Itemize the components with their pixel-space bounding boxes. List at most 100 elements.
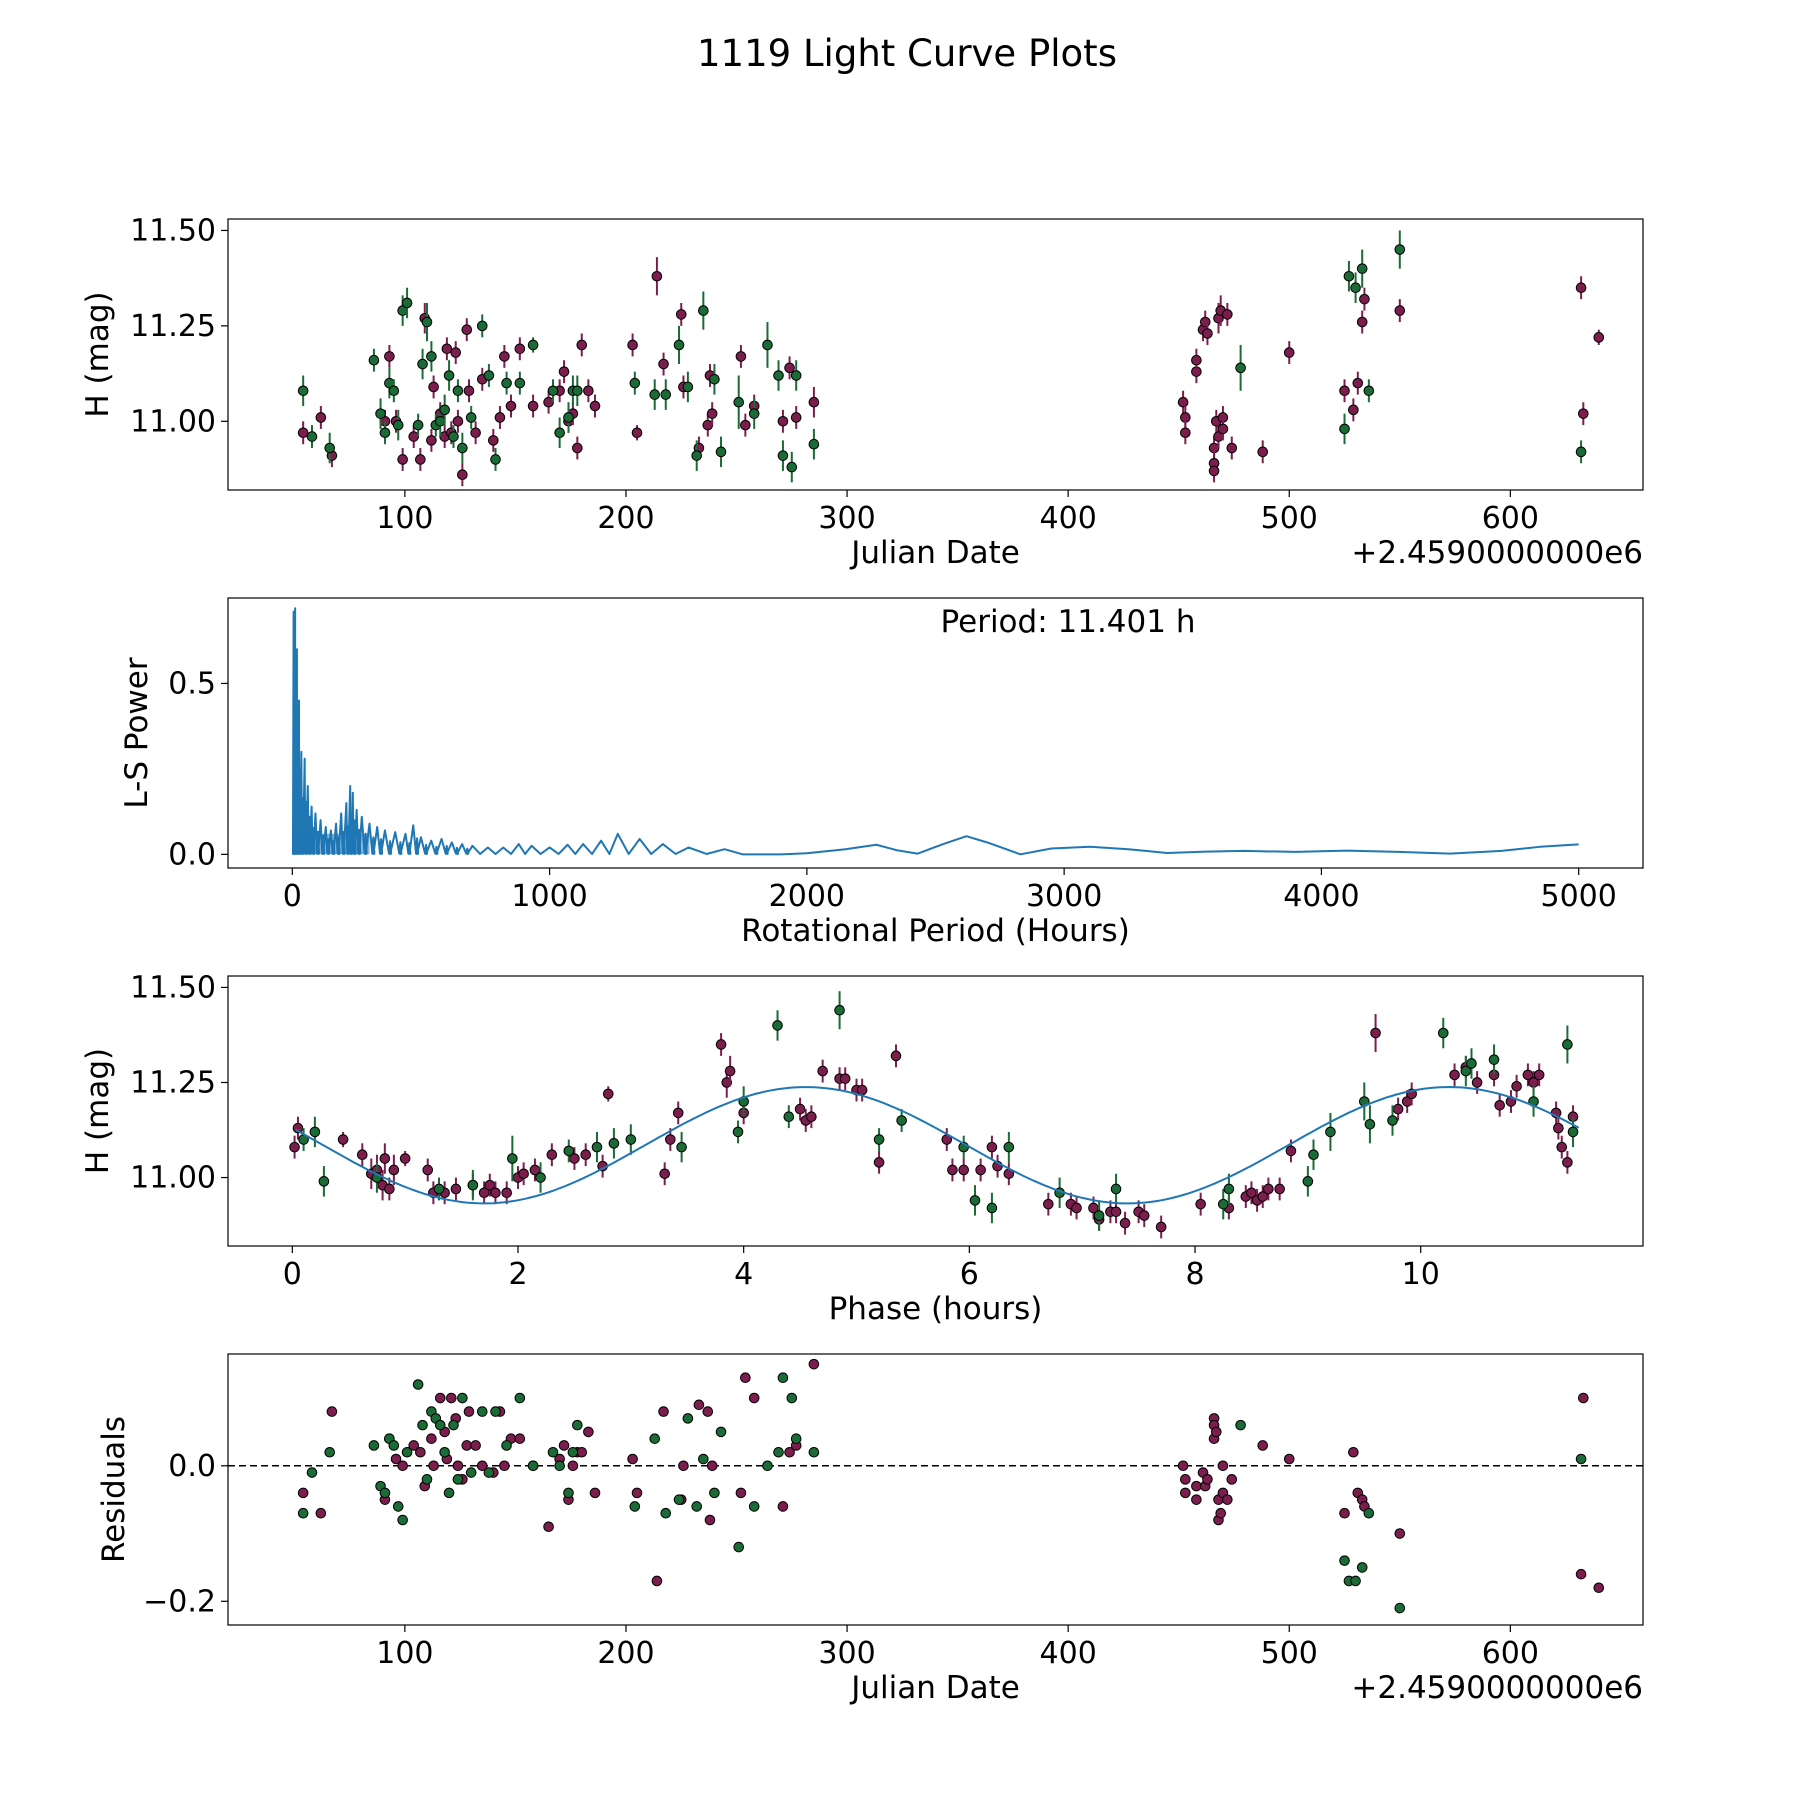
residuals-green-point [1339,1555,1350,1566]
residuals-purple-point [627,1453,638,1465]
lightcurve-purple-point [463,385,475,397]
phased-green-point [1217,1198,1229,1210]
residuals-purple-point [390,1453,402,1465]
phased-purple-point [1471,1077,1483,1088]
lightcurve-green-point [388,385,400,397]
residuals-ytick-label: −0.2 [143,1584,216,1619]
residuals-green-point [421,1474,433,1485]
lightcurve-green-point [1339,423,1350,435]
residuals-green-point [457,1392,468,1404]
lightcurve-green-point [808,438,820,450]
residuals-purple-point [1222,1494,1233,1505]
lightcurve-green-point [1394,244,1406,255]
residuals-green-point [392,1501,404,1512]
phased-green-point [625,1134,637,1145]
residuals-purple-point [514,1433,526,1444]
residuals-purple-point [1257,1440,1269,1451]
phased-purple-point [1285,1145,1297,1157]
phased-green-point [676,1141,687,1153]
phased-green-point [1223,1183,1235,1195]
lightcurve-purple-point [735,351,747,362]
lightcurve-purple-point [1352,377,1364,389]
residuals-purple-point [476,1460,488,1472]
periodogram-dense-band [292,833,370,855]
phased-green-point [1488,1054,1500,1065]
phased-green-point [1110,1183,1122,1195]
phased-xtick-label: 8 [1185,1257,1204,1292]
phased-purple-point [1138,1210,1150,1221]
phased-purple-point [672,1107,684,1119]
lightcurve-green-point [443,370,455,381]
figure-title: 1119 Light Curve Plots [697,32,1117,75]
lightcurve-purple-point [702,419,714,431]
lightcurve-purple-point [1339,385,1350,397]
residuals-green-point [527,1460,539,1472]
phased-green-point [969,1195,981,1206]
residuals-green-point [368,1440,380,1451]
lightcurve-green-point [698,305,709,316]
lightcurve-green-point [452,385,464,397]
lightcurve-purple-point [1226,442,1238,454]
residuals-purple-point [589,1487,601,1499]
residuals-xtick-label: 200 [597,1636,654,1671]
residuals-purple-point [784,1446,795,1458]
lightcurve-offset-label: +2.4590000000e6 [1351,535,1643,571]
lightcurve-purple-point [494,412,506,423]
residuals-green-point [682,1413,694,1424]
lightcurve-xtick-label: 400 [1040,501,1097,536]
residuals-purple-point [446,1392,457,1404]
residuals-green-point [1235,1419,1246,1431]
periodogram-xtick-label: 1000 [511,879,587,914]
lightcurve-green-point [649,389,661,400]
phased-green-point [1562,1039,1573,1050]
periodogram-ytick-label: 0.0 [168,837,216,872]
phased-purple-point [839,1073,851,1084]
residuals-green-point [465,1467,477,1478]
residuals-green-point [401,1446,413,1458]
lightcurve-green-point [439,404,450,416]
phased-purple-point [659,1168,670,1180]
phased-purple-point [1195,1198,1206,1210]
lightcurve-green-point [773,370,784,381]
residuals-purple-point [558,1440,570,1451]
lightcurve-green-point [297,385,309,397]
residuals-purple-point [631,1487,643,1499]
lightcurve-green-point [306,431,318,442]
residuals-purple-point [678,1460,689,1472]
phased-purple-point [1119,1217,1131,1229]
periodogram-line [291,607,1579,856]
lightcurve-green-point [1343,270,1355,282]
phased-purple-point [602,1088,614,1100]
phased-purple-point [1392,1103,1404,1115]
lightcurve-purple-point [1394,305,1406,316]
phased-ytick-label: 11.25 [130,1065,216,1100]
residuals-purple-point [1394,1528,1406,1539]
phased-purple-point [1155,1221,1167,1233]
phased-purple-point [1071,1202,1082,1214]
phased-xtick-label: 2 [508,1257,527,1292]
residuals-purple-point [583,1426,594,1438]
phased-purple-point [1511,1080,1522,1092]
lightcurve-purple-point [384,351,395,362]
residuals-purple-point [808,1358,820,1370]
phased-purple-point [665,1134,676,1145]
lightcurve-green-point [434,415,446,427]
lightcurve-xtick-label: 600 [1482,501,1539,536]
lightcurve-purple-point [589,400,601,412]
phased-purple-point [399,1153,411,1164]
phased-purple-point [379,1153,391,1164]
phased-purple-point [501,1187,513,1199]
lightcurve-xtick-label: 200 [597,501,654,536]
phased-purple-point [1553,1122,1564,1134]
lightcurve-green-point [673,339,685,351]
lightcurve-green-point [476,320,488,332]
phased-green-point [1387,1115,1398,1126]
residuals-green-point [1356,1562,1368,1573]
residuals-green-point [773,1446,784,1458]
lightcurve-purple-point [777,415,789,427]
periodogram-ytick-label: 0.5 [168,666,216,701]
residuals-green-point [709,1487,720,1499]
residuals-green-point [448,1419,459,1431]
residuals-green-point [715,1426,727,1438]
periodogram-xtick-label: 5000 [1541,879,1617,914]
